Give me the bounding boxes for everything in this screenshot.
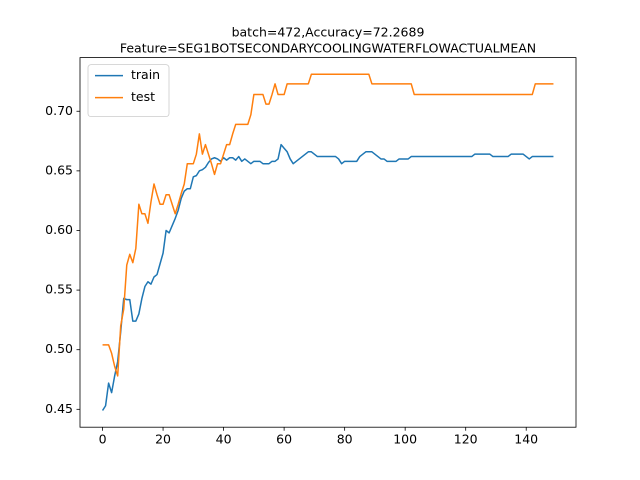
x-tick-label: 20	[155, 432, 171, 447]
y-tick-label: 0.65	[45, 162, 73, 177]
y-tick-label: 0.60	[45, 222, 73, 237]
legend-box	[87, 64, 170, 117]
x-tick-label: 80	[337, 432, 353, 447]
line-series	[101, 143, 554, 411]
y-tick-label: 0.70	[45, 103, 73, 118]
x-tick-label: 0	[99, 432, 107, 447]
line-series	[102, 73, 554, 377]
y-tick-label: 0.50	[45, 341, 73, 356]
x-tick-label: 140	[514, 432, 538, 447]
axes-frame	[79, 57, 577, 428]
chart-title: Feature=SEG1BOTSECONDARYCOOLINGWATERFLOW…	[120, 41, 536, 56]
chart-title: batch=472,Accuracy=72.2689	[232, 25, 425, 40]
x-tick-label: 60	[276, 432, 292, 447]
y-tick-label: 0.45	[45, 401, 73, 416]
legend-label: test	[131, 89, 155, 104]
x-tick-label: 40	[216, 432, 232, 447]
y-tick-label: 0.55	[45, 282, 73, 297]
x-tick-label: 120	[454, 432, 478, 447]
x-tick-label: 100	[393, 432, 417, 447]
legend-label: train	[131, 67, 160, 82]
